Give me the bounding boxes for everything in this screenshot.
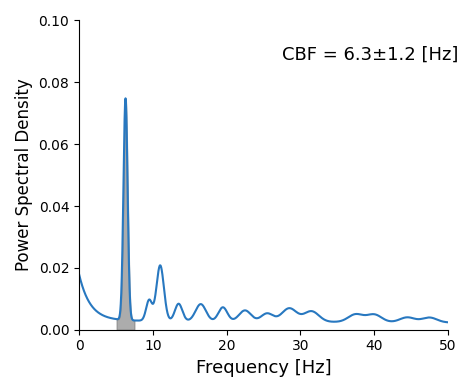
Text: CBF = 6.3±1.2 [Hz]: CBF = 6.3±1.2 [Hz]: [282, 45, 458, 63]
Y-axis label: Power Spectral Density: Power Spectral Density: [15, 79, 33, 272]
X-axis label: Frequency [Hz]: Frequency [Hz]: [196, 359, 331, 377]
